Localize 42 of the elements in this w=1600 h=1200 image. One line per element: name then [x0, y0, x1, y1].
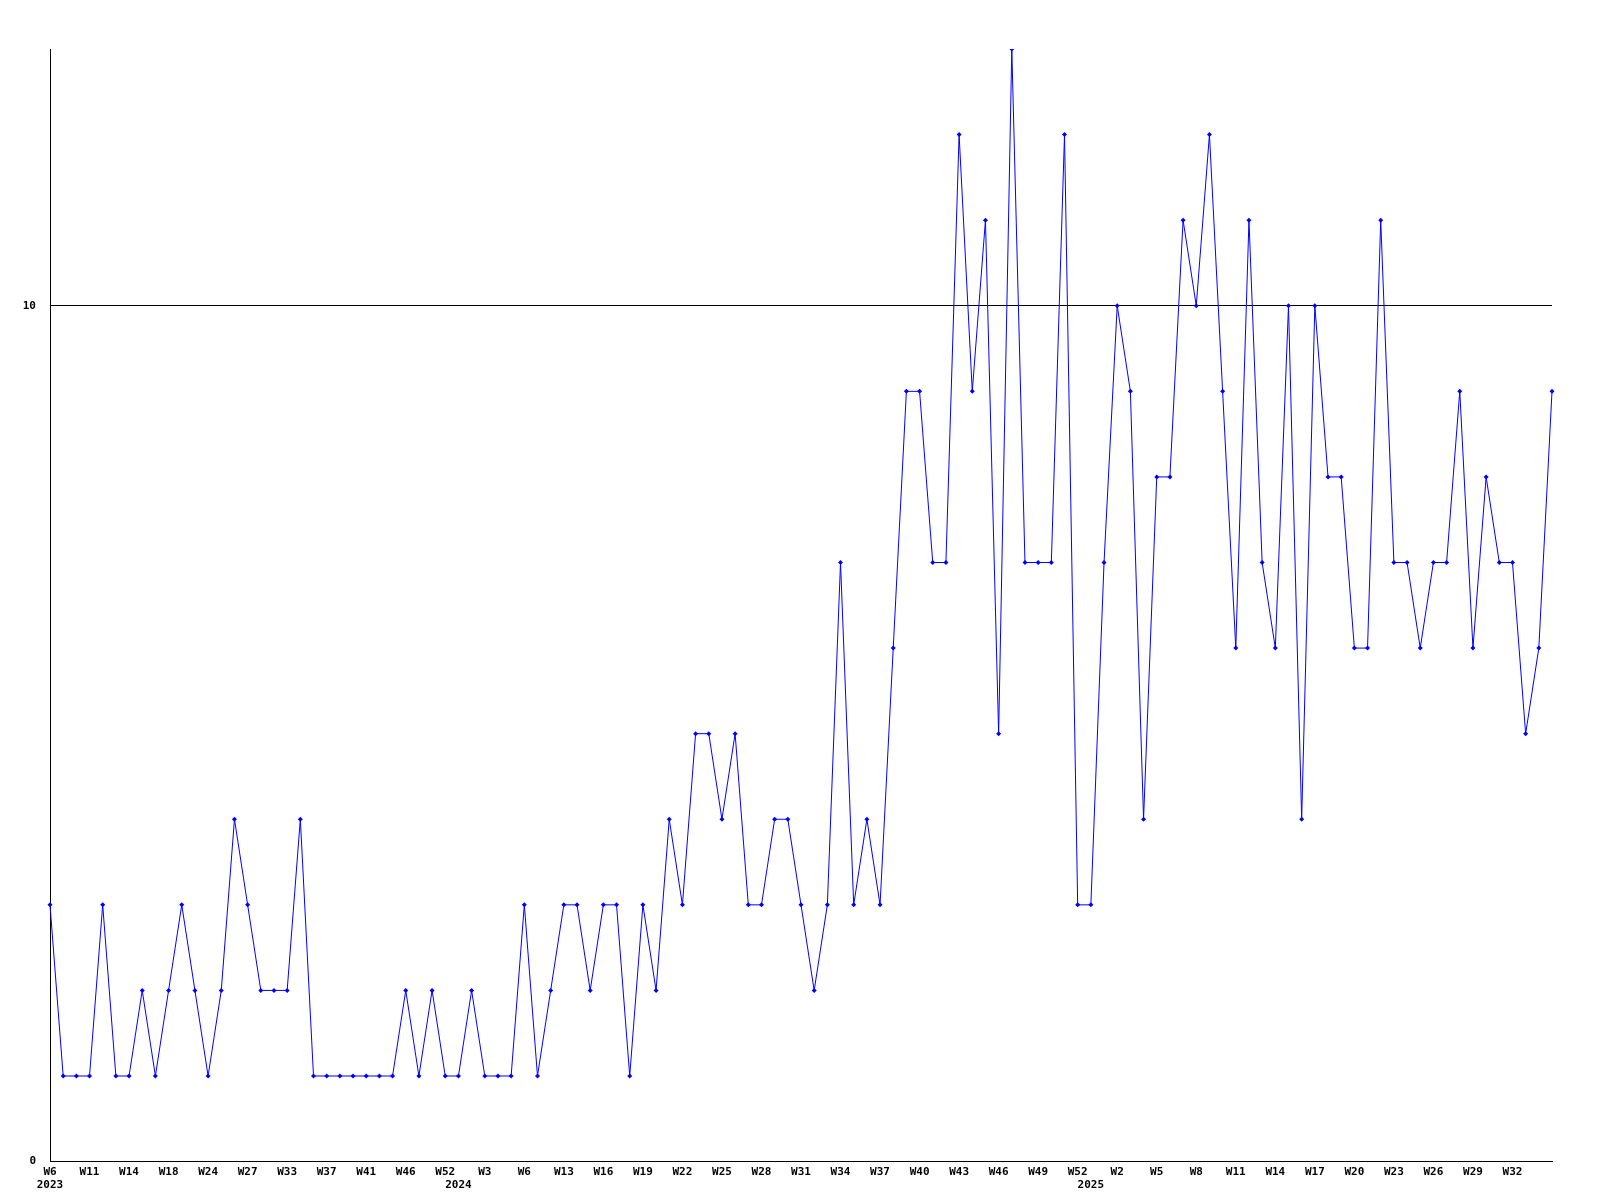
x-tick-label: W16 [593, 1165, 614, 1179]
x-tick-label: W37 [870, 1165, 890, 1179]
x-tick-label: W19 [632, 1165, 653, 1179]
y-tick-label: 10 [22, 298, 36, 312]
x-tick-label: W17 [1304, 1165, 1325, 1179]
x-tick-label: W13 [553, 1165, 574, 1179]
x-tick-label: W28 [751, 1165, 772, 1179]
y-tick-label: 0 [29, 1154, 36, 1168]
x-tick-label: W41 [356, 1165, 377, 1179]
x-tick-label: 2024 [445, 1178, 473, 1192]
x-tick-label: W29 [1463, 1165, 1483, 1179]
x-tick-label: W8 [1189, 1165, 1203, 1179]
x-tick-label: W20 [1344, 1165, 1365, 1179]
x-tick-label: W6 [517, 1165, 532, 1179]
x-tick-label: W49 [1028, 1165, 1049, 1179]
x-tick-label: W25 [712, 1165, 732, 1179]
x-tick-label: W26 [1423, 1165, 1444, 1179]
x-tick-label: W32 [1502, 1165, 1523, 1179]
x-tick-label: W27 [237, 1165, 258, 1179]
x-tick-label: W5 [1150, 1165, 1164, 1179]
x-tick-label: W3 [478, 1165, 492, 1179]
x-tick-label: W23 [1383, 1165, 1404, 1179]
x-tick-label: W6 2023 [36, 1165, 64, 1192]
x-tick-label: 2025 [1077, 1178, 1105, 1192]
x-tick-label: W46 [395, 1165, 417, 1179]
x-tick-label: W22 [672, 1165, 693, 1179]
x-tick-label: W52 [1067, 1165, 1088, 1179]
x-tick-label: W18 [158, 1165, 179, 1179]
x-tick-label: W14 [119, 1165, 140, 1179]
x-tick-label: W37 [316, 1165, 337, 1179]
x-tick-label: W11 [79, 1165, 100, 1179]
x-tick-label: W11 [1225, 1165, 1247, 1179]
x-tick-label: W2 [1110, 1165, 1124, 1179]
x-tick-label: W46 [988, 1165, 1009, 1179]
x-tick-label: W34 [830, 1165, 851, 1179]
x-tick-label: W40 [909, 1165, 930, 1179]
x-tick-label: W52 [435, 1165, 456, 1179]
x-tick-label: W33 [277, 1165, 298, 1179]
x-tick-label: W31 [791, 1165, 812, 1179]
x-tick-label: W14 [1265, 1165, 1286, 1179]
x-tick-label: W24 [198, 1165, 219, 1179]
x-tick-label: W43 [949, 1165, 970, 1179]
